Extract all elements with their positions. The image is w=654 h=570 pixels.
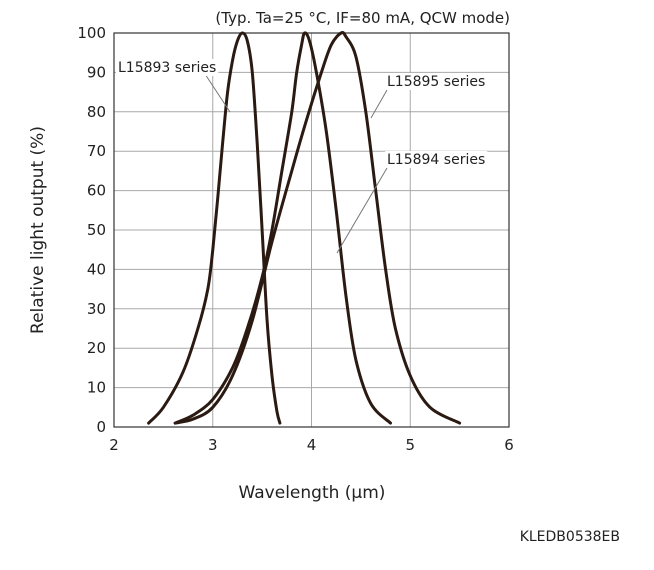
x-tick-label: 3 — [208, 436, 218, 454]
leader-line-l15893 — [204, 73, 231, 113]
label-leader-lines — [204, 73, 388, 254]
y-tick-label: 80 — [87, 103, 106, 121]
x-tick-label: 4 — [307, 436, 317, 454]
series-label-l15893: L15893 series — [118, 60, 216, 76]
x-tick-label: 2 — [109, 436, 119, 454]
series-curves — [147, 31, 462, 425]
measurement-condition-note: (Typ. Ta=25 °C, IF=80 mA, QCW mode) — [215, 9, 510, 27]
plot-frame — [113, 32, 510, 428]
y-tick-label: 90 — [87, 63, 106, 81]
x-tick-label: 5 — [405, 436, 415, 454]
y-tick-label: 40 — [87, 260, 106, 278]
x-axis-label: Wavelength (μm) — [239, 483, 386, 503]
x-tick-labels: 2 3 4 5 6 — [109, 436, 514, 454]
y-tick-label: 30 — [87, 300, 106, 318]
series-label-l15893-bg — [116, 59, 219, 76]
y-tick-label: 0 — [96, 418, 106, 436]
y-tick-label: 20 — [87, 339, 106, 357]
series-label-l15894: L15894 series — [387, 152, 485, 168]
series-labels: L15893 series L15894 series L15895 series — [116, 59, 488, 168]
y-tick-label: 10 — [87, 379, 106, 397]
y-tick-label: 100 — [77, 24, 106, 42]
series-label-l15894-bg — [385, 151, 488, 168]
y-axis-label: Relative light output (%) — [28, 126, 48, 334]
y-tick-label: 50 — [87, 221, 106, 239]
leader-line-l15895 — [370, 89, 388, 119]
series-label-l15895-bg — [385, 73, 488, 90]
leader-line-l15894 — [336, 167, 388, 254]
y-tick-label: 70 — [87, 142, 106, 160]
grid-lines — [113, 32, 510, 428]
x-tick-label: 6 — [504, 436, 514, 454]
series-label-l15895: L15895 series — [387, 74, 485, 90]
series-l15894-curve — [173, 31, 392, 425]
figure-code: KLEDB0538EB — [520, 529, 620, 545]
series-l15893-curve — [147, 31, 282, 425]
y-tick-labels: 0 10 20 30 40 50 60 70 80 90 100 — [77, 24, 106, 436]
y-tick-label: 60 — [87, 182, 106, 200]
series-l15895-curve — [173, 31, 462, 425]
